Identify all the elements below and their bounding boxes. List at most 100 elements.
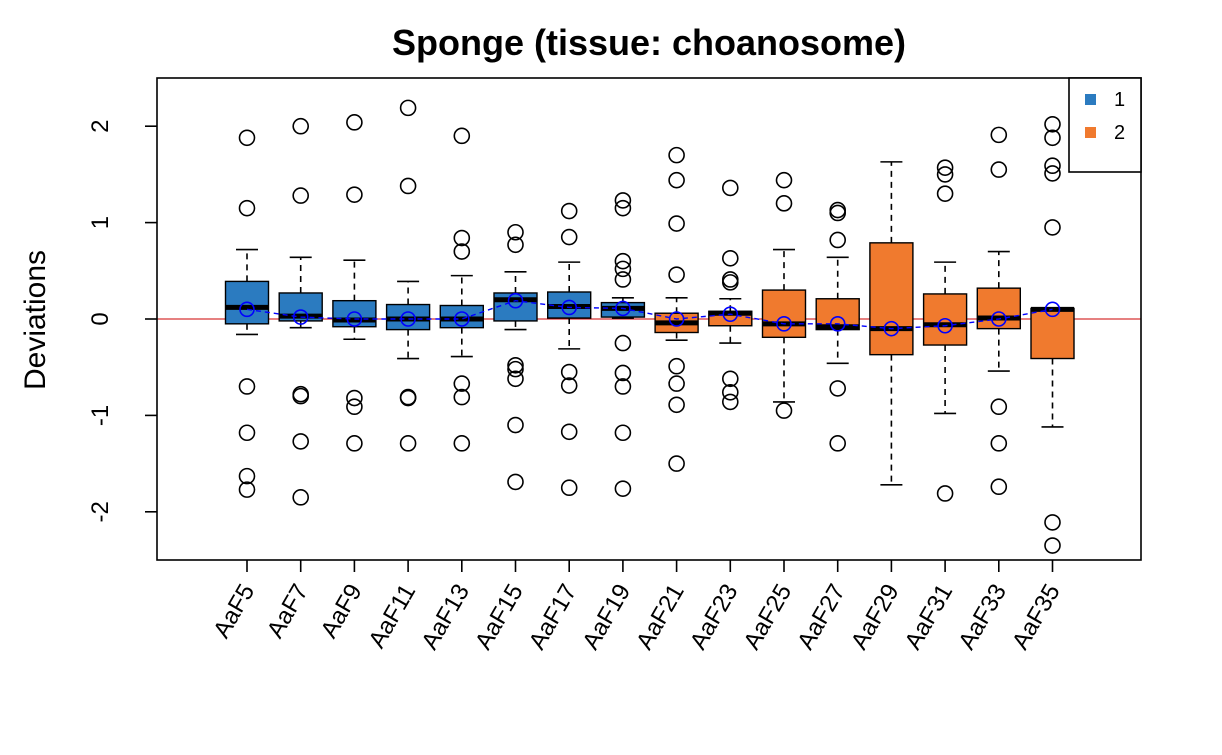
outlier-point [346,389,363,407]
outlier-point [1044,115,1061,133]
outlier-point [614,480,632,497]
mean-line [246,299,1053,330]
outlier-point [668,266,685,283]
outlier-point [721,179,739,197]
outlier-point [990,126,1008,144]
outlier-point [238,481,256,498]
y-tick-label: 2 [87,120,114,133]
legend-box [1068,77,1142,173]
outlier-point [614,378,632,395]
outlier-point [507,370,524,388]
mean-point [1044,301,1061,318]
outlier-point [560,423,578,441]
mean-point [400,311,416,327]
outlier-point [399,177,417,195]
legend-label: 1 [1114,89,1125,111]
outlier-point [560,363,578,381]
outlier-point [936,166,954,183]
outlier-point [721,393,739,411]
box-AaF25 [761,289,807,339]
x-tick-label: AaF23 [685,580,744,655]
outlier-point [560,228,578,246]
outlier-point [614,252,632,270]
outlier-point [775,402,793,419]
x-tick-label: AaF25 [738,580,797,655]
outlier-point [453,375,471,392]
outlier-point [346,398,363,416]
outlier-point [238,424,256,442]
mean-point [990,311,1007,327]
x-tick-label: AaF21 [631,580,690,655]
outlier-point [990,435,1008,452]
outlier-point [614,424,632,442]
mean-point [239,301,255,318]
legend-label: 2 [1114,122,1125,144]
x-tick-label: AaF35 [1007,580,1066,655]
outlier-point [453,435,471,452]
y-axis-label: Deviations [19,250,52,390]
outlier-point [1044,514,1061,531]
chart-title: Sponge (tissue: choanosome) [392,22,906,63]
outlier-point [453,243,471,260]
x-tick-label: AaF7 [262,580,314,643]
mean-point [453,311,470,327]
outlier-point [399,99,417,117]
outlier-point [829,380,847,397]
outlier-point [1044,165,1061,182]
mean-point [883,320,900,337]
outlier-point [238,467,256,485]
outlier-point [614,199,632,217]
legend-swatch [1085,127,1096,138]
outlier-point [668,375,685,392]
outlier-point [453,388,471,406]
y-tick-label: 1 [87,216,114,229]
outlier-point [560,377,578,394]
outlier-point [399,435,417,452]
outlier-point [614,271,632,288]
outlier-point [346,435,363,452]
box-AaF9 [332,299,377,328]
outlier-point [507,356,524,374]
outlier-point [668,357,685,375]
outlier-point [292,489,310,506]
outlier-point [614,334,632,352]
mean-point [346,311,363,327]
x-tick-label: AaF9 [316,580,368,643]
outlier-point [292,387,310,405]
outlier-point [936,485,954,502]
mean-point [561,299,578,316]
outlier-point [292,117,310,135]
outlier-point [1044,129,1061,147]
outlier-point [614,364,632,382]
mean-point [829,316,846,332]
box-AaF33 [976,287,1021,330]
outlier-point [507,416,524,434]
outlier-point [292,187,310,204]
x-tick-label: AaF33 [953,580,1012,655]
x-tick-label: AaF27 [792,580,851,655]
outlier-point [399,389,417,407]
x-tick-label: AaF15 [470,580,529,655]
y-tick-label: -2 [87,501,114,522]
outlier-point [829,204,847,222]
y-tick-label: 0 [87,312,114,325]
outlier-point [453,229,471,247]
outlier-point [775,171,793,189]
outlier-point [668,171,685,189]
y-tick-label: -1 [87,405,114,426]
x-tick-label: AaF11 [363,580,421,653]
outlier-point [990,398,1008,416]
outlier-point [721,249,739,267]
x-tick-label: AaF31 [900,580,959,655]
outlier-point [829,231,847,249]
outlier-point [614,192,632,209]
x-tick-label: AaF5 [208,580,260,643]
outlier-point [507,473,524,491]
mean-point [668,311,685,327]
outlier-point [990,161,1008,178]
outlier-point [721,383,739,401]
mean-point [292,309,309,325]
